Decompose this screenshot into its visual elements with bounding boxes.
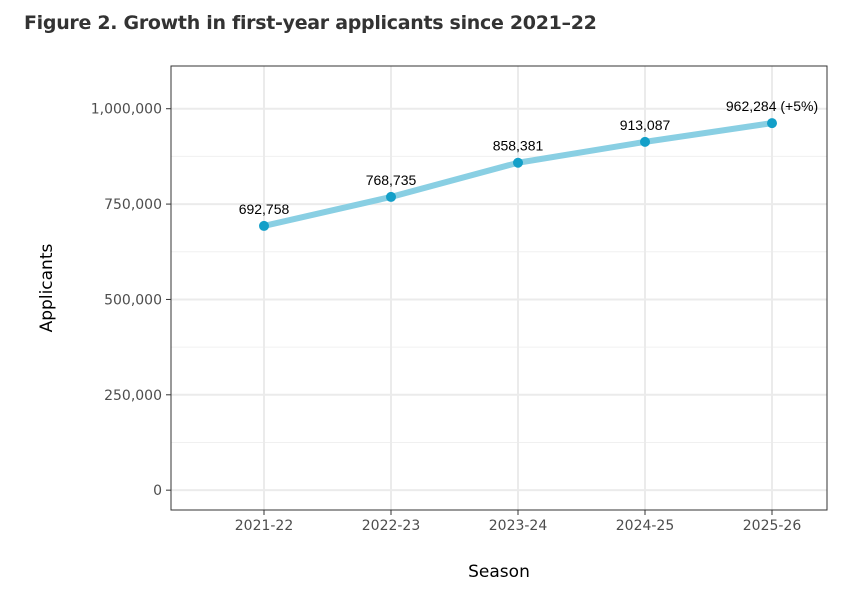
y-tick-label: 0: [153, 483, 162, 499]
x-axis-label: Season: [468, 562, 530, 582]
y-tick-label: 750,000: [104, 197, 162, 213]
y-tick-label: 500,000: [104, 292, 162, 308]
data-label: 962,284 (+5%): [726, 98, 818, 114]
data-point: [513, 157, 523, 168]
gridlines: [171, 66, 827, 510]
chart-title: Figure 2. Growth in first-year applicant…: [24, 12, 597, 34]
data-point: [640, 136, 650, 147]
data-point: [767, 118, 777, 129]
axes: 0 250,000 500,000 750,000 1,000,000 2021-22 20…: [91, 102, 802, 534]
x-tick-label: 2023-24: [489, 518, 548, 534]
series-marks: 692,758 768,735 858,381 913,087 962,284 (+5%…: [239, 98, 818, 231]
data-point: [259, 220, 269, 231]
data-point: [386, 191, 396, 202]
data-label: 913,087: [620, 117, 671, 133]
y-axis-label: Applicants: [37, 243, 57, 332]
data-label: 768,735: [366, 172, 417, 188]
data-label: 692,758: [239, 201, 290, 217]
x-tick-label: 2024-25: [616, 518, 675, 534]
y-tick-label: 1,000,000: [91, 102, 162, 118]
data-label: 858,381: [493, 138, 544, 154]
y-tick-label: 250,000: [104, 388, 162, 404]
x-tick-label: 2025-26: [743, 518, 802, 534]
plot-border: [170, 65, 828, 511]
x-tick-label: 2022-23: [362, 518, 421, 534]
x-tick-label: 2021-22: [235, 518, 294, 534]
